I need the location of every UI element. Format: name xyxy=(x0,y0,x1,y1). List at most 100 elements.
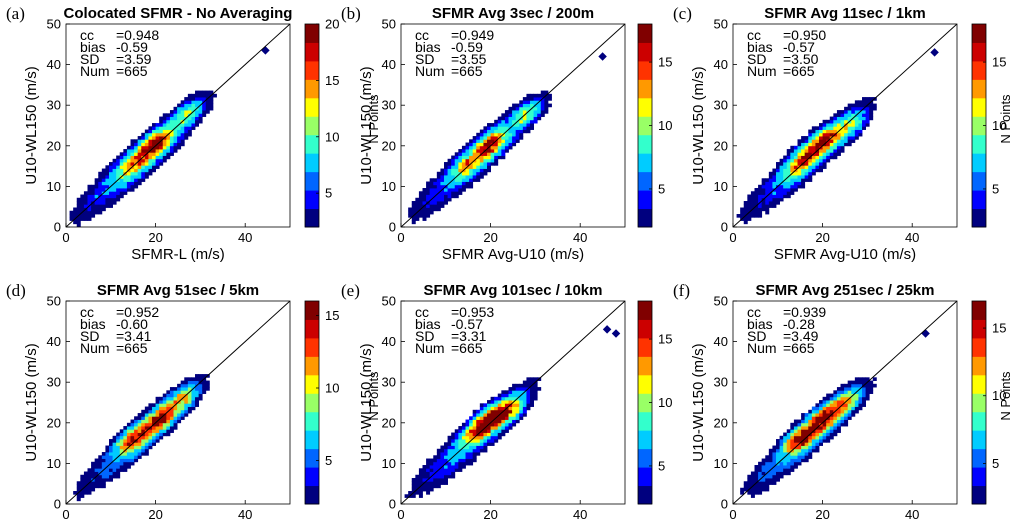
density-cell xyxy=(454,439,459,443)
density-cell xyxy=(148,139,153,143)
density-cell xyxy=(134,155,139,160)
density-cell xyxy=(451,471,456,476)
density-cell xyxy=(191,400,196,404)
density-cell xyxy=(415,478,420,482)
density-cell xyxy=(116,439,121,443)
density-cell xyxy=(177,413,182,417)
density-cell xyxy=(872,383,877,388)
density-cell xyxy=(761,484,766,489)
density-cell xyxy=(476,142,481,147)
density-cell xyxy=(418,478,423,482)
density-cell xyxy=(76,487,81,492)
density-cell xyxy=(112,455,117,459)
density-cell xyxy=(804,445,809,450)
density-cell xyxy=(169,422,174,427)
density-cell xyxy=(801,149,806,153)
density-cell xyxy=(429,184,434,189)
density-cell xyxy=(137,178,142,182)
density-cell xyxy=(504,400,509,404)
density-cell xyxy=(515,106,520,111)
density-cell xyxy=(123,458,128,463)
density-cell xyxy=(454,448,459,453)
density-cell xyxy=(854,383,859,388)
density-cell xyxy=(833,119,838,124)
y-axis-label: U10-WL150 (m/s) xyxy=(23,66,40,184)
density-cell xyxy=(833,390,838,394)
density-cell xyxy=(526,383,531,388)
density-cell xyxy=(869,116,874,121)
density-cell xyxy=(433,191,438,195)
density-cell xyxy=(465,445,470,450)
density-cell xyxy=(436,197,441,202)
density-cell xyxy=(822,162,827,166)
density-cell xyxy=(458,429,463,433)
density-cell xyxy=(169,110,174,114)
density-cell xyxy=(540,113,545,117)
density-cell xyxy=(515,123,520,127)
density-cell xyxy=(804,168,809,173)
density-cell xyxy=(476,158,481,163)
density-cell xyxy=(173,419,178,424)
density-cell xyxy=(797,171,802,176)
density-cell xyxy=(522,103,527,108)
density-cell xyxy=(530,400,534,404)
density-cell xyxy=(508,400,513,404)
density-cell xyxy=(815,168,820,173)
density-cell xyxy=(504,119,509,124)
density-cell xyxy=(854,119,859,124)
density-cell xyxy=(836,123,841,127)
density-cell xyxy=(519,383,524,388)
density-cell xyxy=(141,452,146,456)
density-cell xyxy=(98,184,103,189)
density-cell xyxy=(184,383,189,388)
density-cell xyxy=(465,448,470,453)
density-cell xyxy=(819,165,823,169)
density-cell xyxy=(833,396,838,401)
density-cell xyxy=(119,191,124,195)
density-cell xyxy=(112,162,117,166)
density-cell xyxy=(772,181,777,186)
density-cell xyxy=(750,214,755,218)
density-cell xyxy=(148,168,153,173)
density-cell xyxy=(101,201,106,205)
density-cell xyxy=(765,207,770,212)
density-cell xyxy=(512,110,517,114)
density-cell xyxy=(844,129,849,134)
density-cell xyxy=(808,132,813,137)
density-cell xyxy=(761,204,766,208)
density-cell xyxy=(444,468,448,472)
y-tick-label: 0 xyxy=(389,497,396,512)
density-cell xyxy=(134,178,139,182)
density-cell xyxy=(479,413,484,417)
density-cell xyxy=(808,445,813,450)
density-cell xyxy=(547,93,552,98)
density-cell xyxy=(872,377,877,381)
y-tick-label: 30 xyxy=(382,98,396,113)
density-cell xyxy=(155,145,160,150)
density-cell xyxy=(447,445,452,450)
density-cell xyxy=(772,468,777,472)
density-cell xyxy=(822,426,827,430)
density-cell xyxy=(501,432,506,437)
density-cell xyxy=(177,396,182,401)
density-cell xyxy=(137,152,142,156)
density-cell xyxy=(829,126,834,130)
density-cell xyxy=(144,145,149,150)
density-cell xyxy=(126,149,131,153)
density-cell xyxy=(808,158,813,163)
y-tick-label: 40 xyxy=(47,57,61,72)
density-cell xyxy=(476,136,481,140)
density-cell xyxy=(490,416,495,420)
density-cell xyxy=(508,422,513,427)
density-cell xyxy=(476,132,481,137)
density-cell xyxy=(829,152,834,156)
density-cell xyxy=(458,149,463,153)
density-cell xyxy=(119,435,124,440)
density-cell xyxy=(483,439,488,443)
stat-value: =665 xyxy=(451,63,483,79)
density-cell xyxy=(162,426,167,430)
density-cell xyxy=(162,152,167,156)
density-cell xyxy=(858,132,863,137)
density-cell xyxy=(144,171,149,176)
density-cell xyxy=(519,123,524,127)
